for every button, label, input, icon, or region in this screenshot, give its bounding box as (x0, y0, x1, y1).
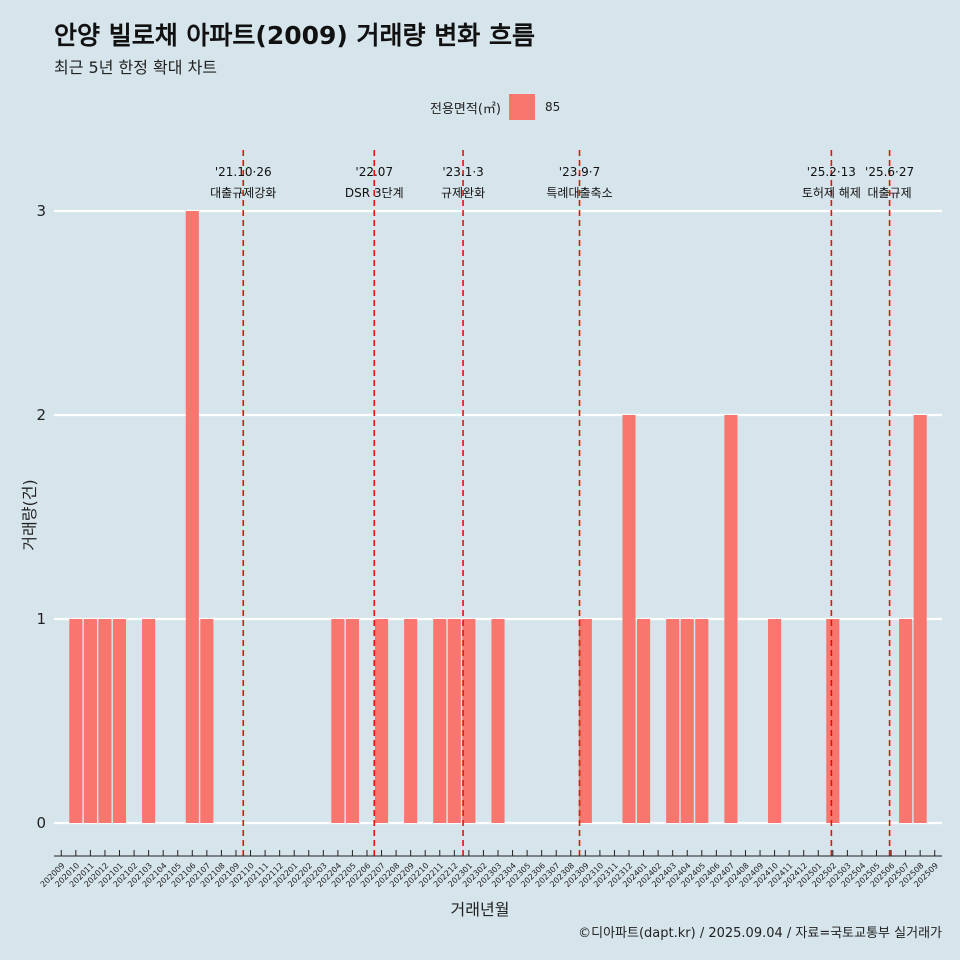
bar-202011 (83, 619, 97, 823)
event-label: 규제완화 (441, 186, 485, 200)
bar-202405 (695, 619, 709, 823)
event-date: '21.10·26 (215, 165, 272, 179)
bar-202107 (200, 619, 214, 823)
y-tick-label: 3 (36, 202, 46, 220)
bar-202103 (142, 619, 156, 823)
bar-202204 (331, 619, 345, 823)
bar-202404 (680, 619, 694, 823)
bars (69, 211, 927, 823)
bar-202211 (433, 619, 447, 823)
bar-202101 (112, 619, 127, 823)
y-tick-label: 0 (36, 814, 46, 832)
event-label: 특례대출축소 (546, 186, 612, 200)
event-date: '22.07 (355, 165, 393, 179)
bar-202507 (899, 619, 913, 823)
bar-202205 (345, 619, 359, 823)
event-label: 대출규제강화 (210, 186, 276, 200)
y-tick-label: 1 (36, 610, 46, 628)
x-axis: 2020092020102020112020122021012021022021… (39, 850, 942, 889)
bar-202508 (913, 415, 927, 823)
y-ticks: 0 1 2 3 (36, 202, 46, 832)
bar-202401 (637, 619, 651, 823)
event-label: 대출규제 (868, 186, 912, 200)
legend-title: 전용면적(㎡) (430, 101, 501, 117)
bar-202312 (622, 415, 636, 823)
bar-202010 (69, 619, 83, 823)
event-markers: '21.10·26 대출규제강화 '22.07 DSR 3단계 '23.1·3 규제완화 '… (210, 150, 914, 856)
bar-202106 (185, 211, 199, 823)
bar-202309 (578, 619, 592, 823)
source-caption: ©디아파트(dapt.kr) / 2025.09.04 / 자료=국토교통부 실… (578, 926, 942, 941)
bar-202209 (404, 619, 418, 823)
event-date: '25.6·27 (865, 165, 914, 179)
chart-subtitle: 최근 5년 한정 확대 차트 (54, 58, 218, 77)
legend-swatch (508, 94, 535, 120)
event-label: 토허제 해제 (802, 186, 861, 200)
bar-202303 (491, 619, 505, 823)
legend-entry: 85 (544, 100, 561, 114)
event-label: DSR 3단계 (345, 186, 404, 200)
bar-202407 (724, 415, 738, 823)
event-date: '25.2·13 (807, 165, 856, 179)
bar-202207 (374, 619, 389, 823)
event-date: '23.1·3 (442, 165, 483, 179)
y-tick-label: 2 (36, 406, 46, 424)
legend: 전용면적(㎡) 85 (430, 94, 560, 120)
bar-202502 (826, 619, 840, 823)
bar-202410 (768, 619, 782, 823)
bar-202012 (98, 619, 112, 823)
event-date: '23.9·7 (559, 165, 600, 179)
x-axis-label: 거래년월 (450, 900, 510, 919)
bar-202301 (462, 619, 476, 823)
bar-202403 (666, 619, 680, 823)
chart-title: 안양 빌로채 아파트(2009) 거래량 변화 흐름 (54, 21, 535, 50)
bar-202212 (447, 619, 461, 823)
